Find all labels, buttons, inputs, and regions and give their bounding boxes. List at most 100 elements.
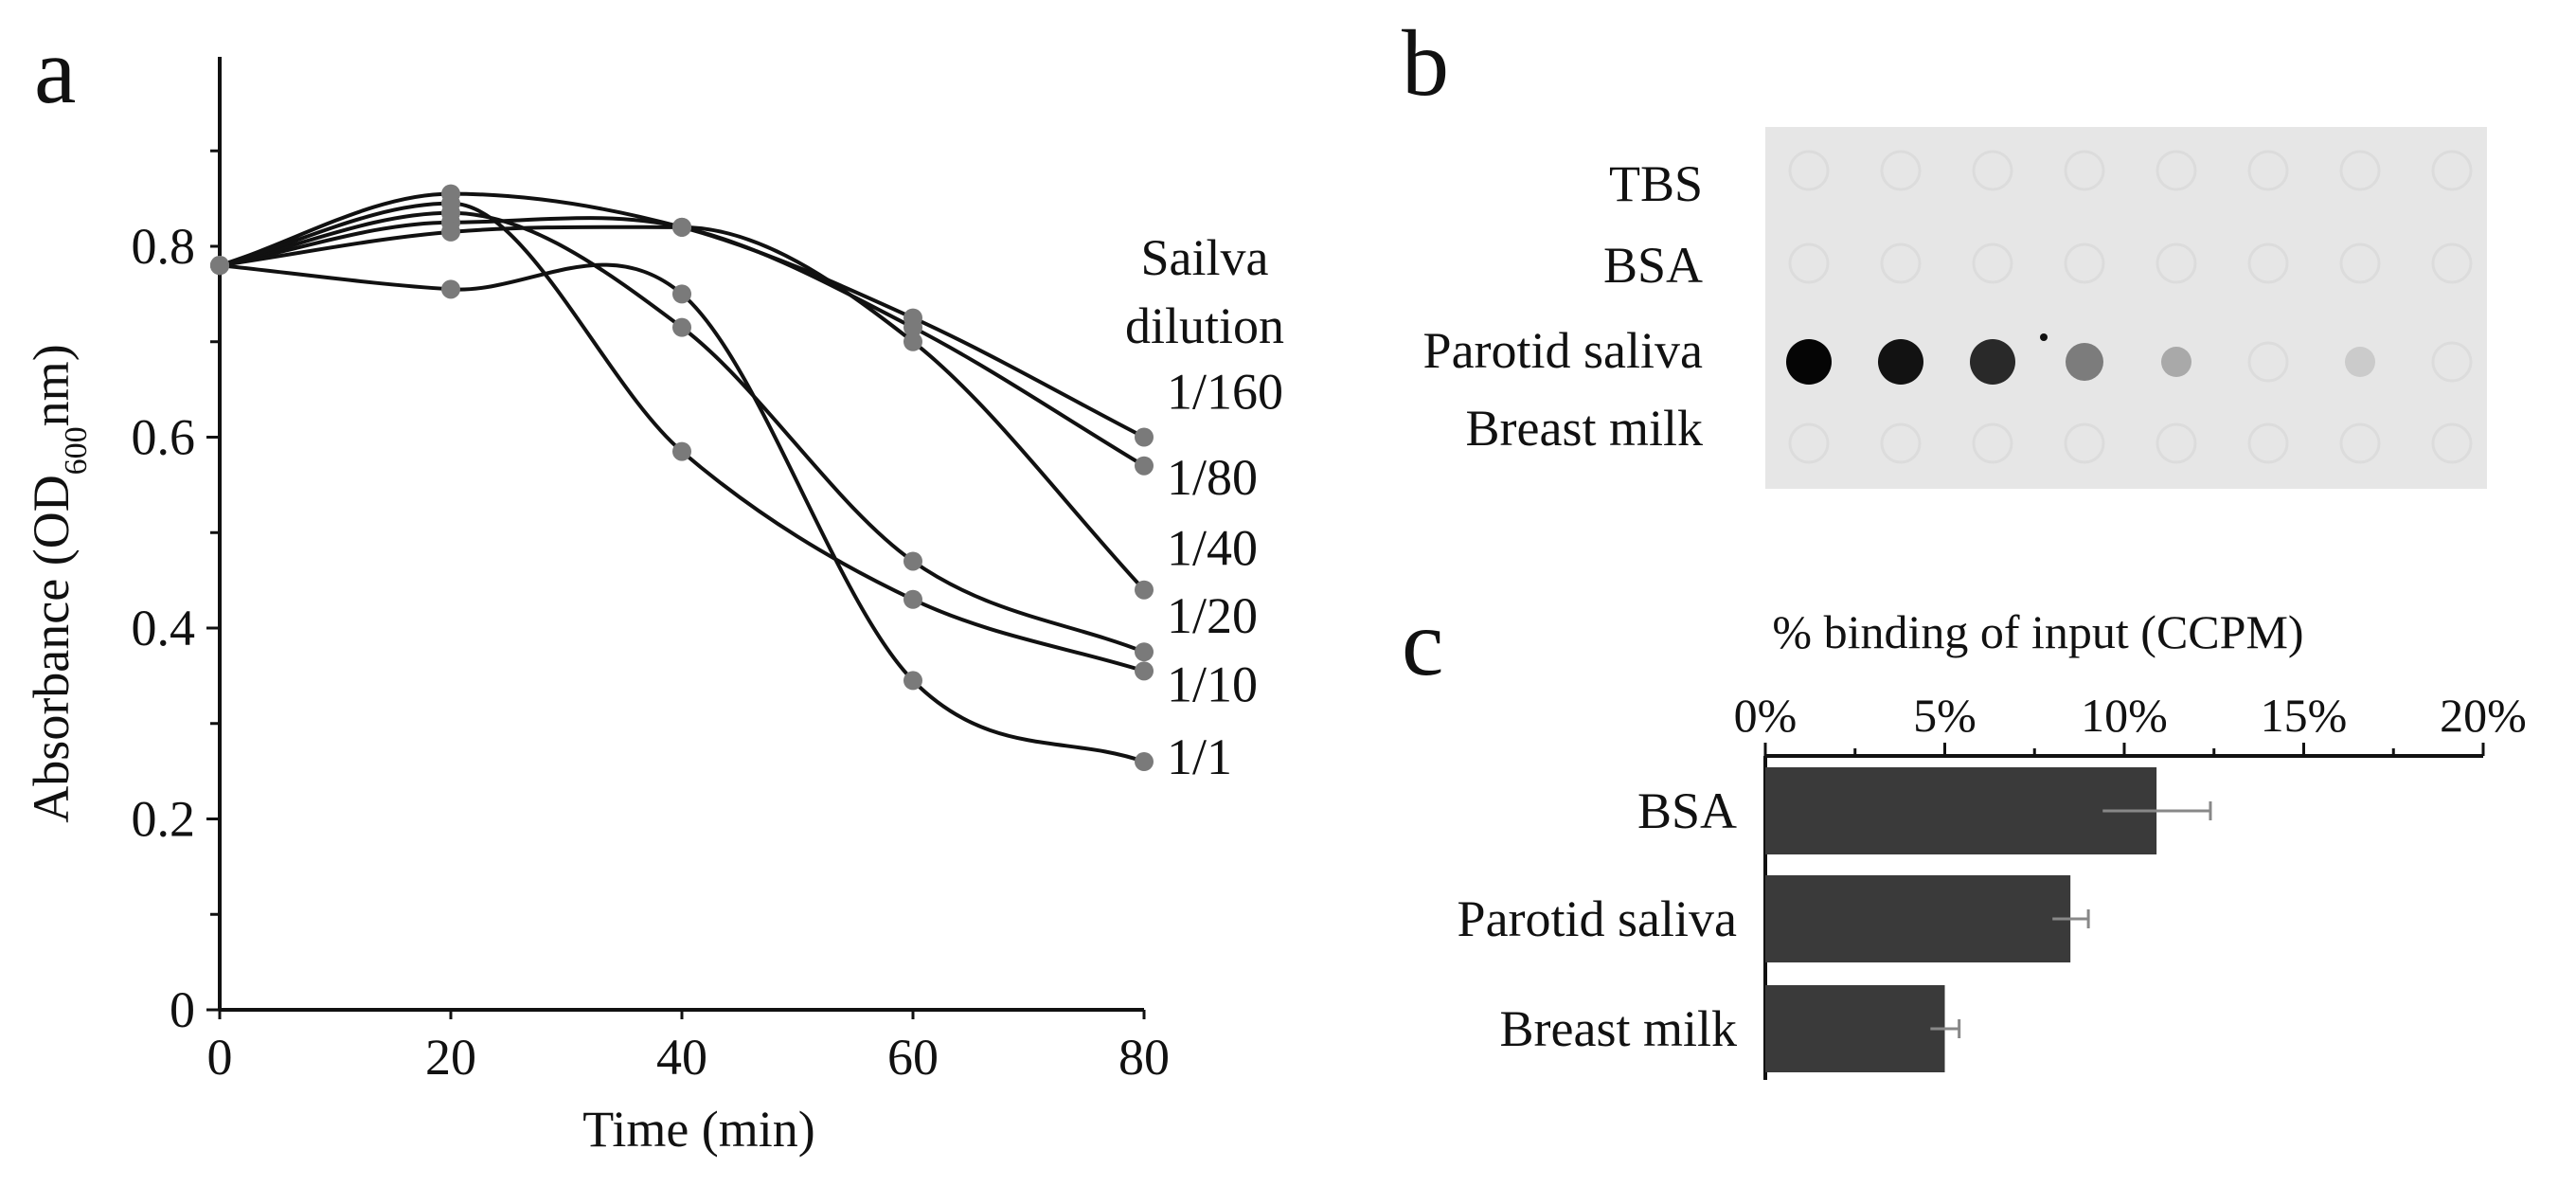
c-category-label: Breast milk: [1500, 1000, 1737, 1057]
b-spot-faint: [2431, 243, 2473, 284]
c-x-tick-label: 10%: [2081, 689, 2168, 742]
b-spot-faint: [1788, 422, 1830, 464]
a-x-tick-label: 0: [207, 1029, 233, 1086]
a-y-tick-label: 0.2: [132, 791, 196, 848]
a-x-axis-label: Time (min): [582, 1101, 815, 1158]
a-point-1-40: [1135, 580, 1154, 600]
b-spot-faint: [2431, 341, 2473, 383]
a-point-1-20: [1135, 642, 1154, 662]
a-line-1-1: [219, 262, 1145, 764]
a-point-1-1: [441, 279, 460, 299]
a-point-1-1: [1135, 752, 1154, 772]
b-spot-faint: [2339, 243, 2381, 284]
a-series-lines: [219, 191, 1146, 764]
a-point-1-10: [903, 589, 922, 609]
c-bar-parotid-saliva: [1765, 875, 2071, 962]
c-axis-title: % binding of input (CCPM): [1772, 605, 2303, 658]
a-y-tick-label: 0.8: [132, 218, 196, 275]
a-y-tick-label: 0: [170, 981, 195, 1038]
b-spot: [2066, 343, 2103, 381]
a-point-1-1: [672, 284, 691, 304]
b-spot-faint: [2431, 422, 2473, 464]
b-row-label-parotid-saliva: Parotid saliva: [1423, 322, 1703, 379]
b-spot-faint: [1972, 243, 2013, 284]
a-x-tick-label: 80: [1118, 1029, 1170, 1086]
c-x-tick-label: 15%: [2261, 689, 2348, 742]
panel-c-bar-chart: % binding of input (CCPM) 0% 5% 10% 15% 20% B…: [1458, 605, 2527, 1080]
a-point-1-1: [210, 256, 229, 276]
a-x-tick-label: 20: [425, 1029, 476, 1086]
panel-c-letter: c: [1402, 590, 1443, 695]
a-y-axis-label-main: Absorbance (OD: [23, 475, 80, 822]
b-row-label-bsa: BSA: [1603, 237, 1703, 294]
c-bar-bsa: [1765, 767, 2157, 854]
b-spot-faint: [2156, 422, 2197, 464]
a-tick-labels: 0 20 40 60 80 0 0.2 0.4 0.6 0.8 1/160 1/80 1/40 1/20 1…: [132, 218, 1284, 1086]
b-spot: [1786, 339, 1832, 385]
c-category-label: BSA: [1637, 782, 1737, 839]
a-series-label: 1/10: [1167, 656, 1258, 713]
b-spot-faint: [2156, 243, 2197, 284]
b-row-label-breast-milk: Breast milk: [1466, 400, 1703, 457]
c-x-tick-label: 5%: [1913, 689, 1977, 742]
b-spot-faint: [2064, 243, 2105, 284]
b-spot-faint: [1880, 243, 1922, 284]
b-spot-faint: [1972, 150, 2013, 191]
b-spot-faint: [2339, 150, 2381, 191]
a-point-1-20: [903, 551, 922, 571]
b-spot-faint: [1880, 150, 1922, 191]
b-spot-faint: [1880, 422, 1922, 464]
b-spot-faint: [2247, 422, 2289, 464]
a-legend-title-line1: Sailva: [1141, 229, 1269, 286]
a-y-axis-label-sub: 600: [59, 426, 94, 475]
a-y-axis-label: Absorbance (OD600nm): [23, 344, 94, 822]
panel-b-dot-blot: TBS BSA Parotid saliva Breast milk: [1423, 127, 2487, 489]
c-labels: 0% 5% 10% 15% 20% BSA Parotid saliva Breast mil…: [1458, 689, 2527, 1057]
a-series-label: 1/80: [1167, 449, 1258, 506]
c-bar-breast-milk: [1765, 985, 1945, 1072]
a-point-1-40: [672, 217, 691, 237]
b-speck: [2040, 333, 2048, 341]
a-point-1-1: [903, 671, 922, 691]
a-series-label: 1/40: [1167, 520, 1258, 577]
a-point-1-80: [1135, 456, 1154, 476]
a-point-1-160: [1135, 427, 1154, 447]
b-spot-faint: [2064, 422, 2105, 464]
b-spot-faint: [2156, 150, 2197, 191]
c-bars: [1765, 767, 2212, 1072]
c-x-tick-label: 20%: [2440, 689, 2527, 742]
b-spot: [2345, 347, 2375, 377]
a-y-tick-label: 0.6: [132, 409, 196, 466]
a-y-axis-label-tail: nm): [23, 344, 80, 426]
b-spot: [1878, 339, 1923, 385]
a-legend-title-line2: dilution: [1125, 297, 1284, 354]
c-category-label: Parotid saliva: [1458, 890, 1737, 947]
a-axes: [206, 57, 1146, 1019]
a-point-1-40: [441, 222, 460, 242]
a-line-1-40: [219, 225, 1146, 592]
b-membrane: [1765, 127, 2487, 489]
a-point-1-10: [672, 441, 691, 461]
a-x-tick-label: 40: [656, 1029, 707, 1086]
b-spot-faint: [2247, 150, 2289, 191]
a-x-tick-label: 60: [887, 1029, 939, 1086]
b-spot-faint: [2431, 150, 2473, 191]
a-y-tick-label: 0.4: [132, 600, 196, 656]
b-spots: [1786, 150, 2473, 464]
b-spot-faint: [2064, 150, 2105, 191]
b-spot-faint: [2339, 422, 2381, 464]
b-spot: [2161, 347, 2191, 377]
b-row-label-tbs: TBS: [1609, 155, 1703, 212]
b-spot-faint: [1788, 243, 1830, 284]
b-spot-faint: [1788, 150, 1830, 191]
panel-a-line-chart: 0 20 40 60 80 0 0.2 0.4 0.6 0.8 1/160 1/80 1/40 1/20 1…: [23, 57, 1284, 1158]
a-point-1-10: [441, 193, 460, 213]
a-point-1-10: [1135, 661, 1154, 681]
a-point-1-40: [903, 332, 922, 351]
a-line-1-10: [219, 201, 1145, 674]
a-series-label: 1/20: [1167, 587, 1258, 644]
c-x-tick-label: 0%: [1734, 689, 1798, 742]
a-series-label: 1/1: [1167, 728, 1232, 785]
a-data-points: [210, 184, 1154, 772]
